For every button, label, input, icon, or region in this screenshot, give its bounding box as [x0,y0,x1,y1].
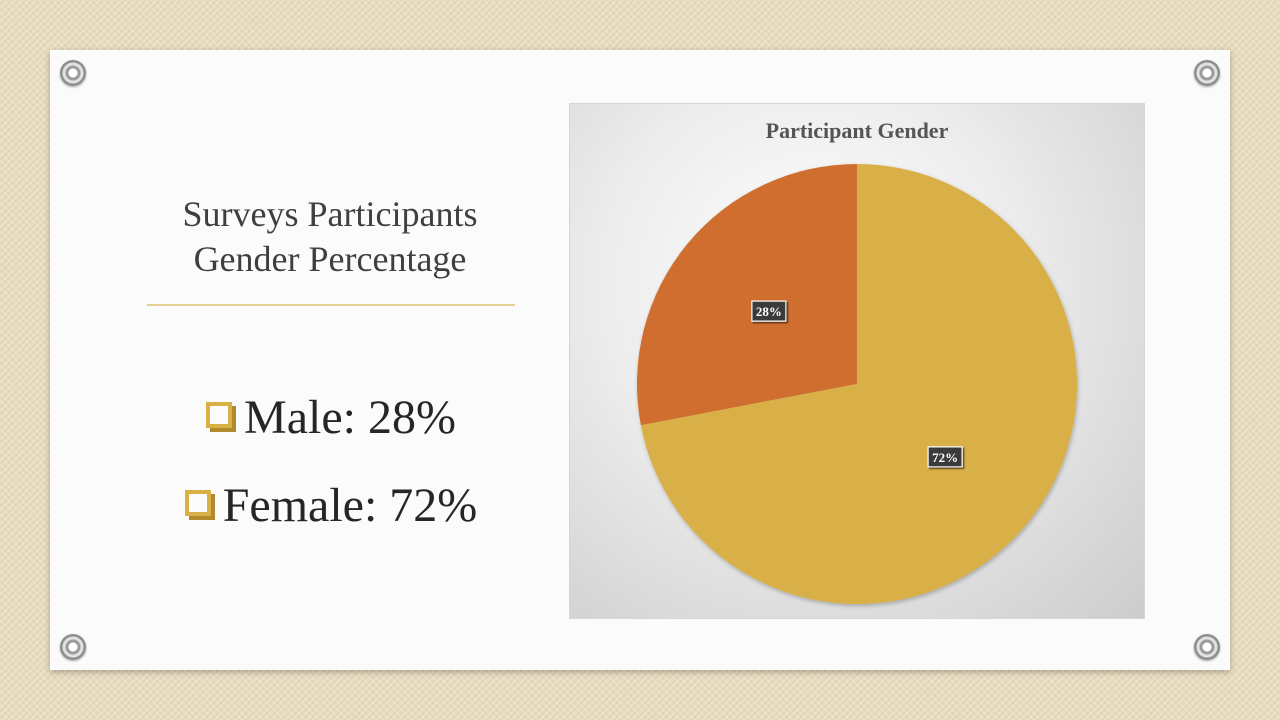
data-label-box [751,300,787,322]
grommet-icon [1194,634,1220,660]
data-label-text: 72% [932,450,958,465]
data-label-female: 72% [927,446,963,468]
slide-title: Surveys Participants Gender Percentage [140,192,520,282]
slide-card: Surveys Participants Gender Percentage M… [50,50,1230,670]
grommet-icon [1194,60,1220,86]
bullet-label: Female: 72% [222,478,478,532]
bullet-label: Male: 28% [244,390,456,444]
pie-chart: Participant Gender 28% 72% [569,103,1145,619]
checkbox-bullet-icon [206,402,237,432]
title-divider [147,304,515,306]
pie-slice-male [637,164,857,426]
bullet-list: Male: 28% Female: 72% [140,391,520,571]
grommet-icon [60,60,86,86]
data-label-text: 28% [756,304,782,319]
pie-slice-female [640,164,1078,604]
slide-title-line-1: Surveys Participants [182,194,478,234]
bullet-male: Male: 28% [140,391,520,444]
chart-title: Participant Gender [766,118,949,143]
data-label-box [927,446,963,468]
slide-title-line-2: Gender Percentage [193,239,467,279]
bullet-female: Female: 72% [140,479,520,532]
grommet-icon [60,634,86,660]
data-label-male: 28% [751,300,787,322]
checkbox-bullet-icon [184,490,215,520]
pie-chart-svg: Participant Gender 28% 72% [637,118,1078,604]
